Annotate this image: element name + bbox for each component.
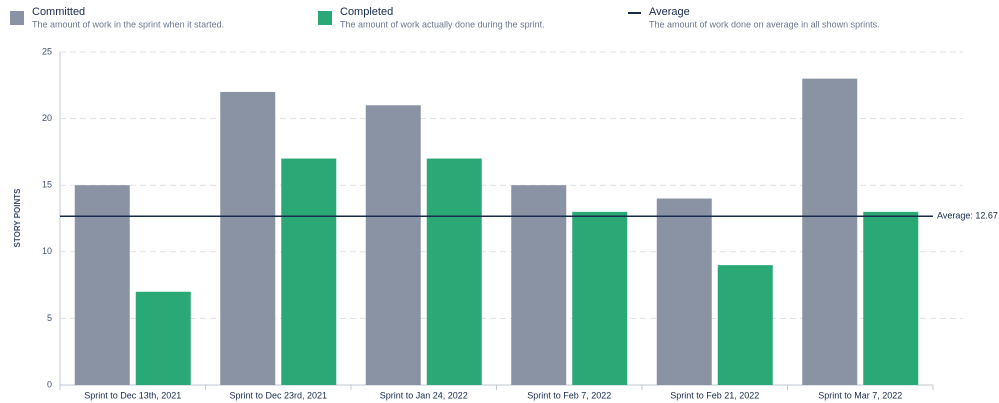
legend-label: Completed <box>340 6 393 18</box>
bar <box>426 158 482 385</box>
legend-description: The amount of work actually done during … <box>340 19 545 29</box>
legend-description: The amount of work in the sprint when it… <box>32 19 224 29</box>
x-tick-label: Sprint to Dec 23rd, 2021 <box>229 390 327 400</box>
bar <box>220 91 276 386</box>
bar <box>802 78 858 385</box>
y-tick-label: 25 <box>42 46 52 56</box>
legend-label: Average <box>649 6 690 18</box>
x-tick-label: Sprint to Dec 13th, 2021 <box>84 390 181 400</box>
bar <box>135 291 191 385</box>
x-tick-label: Sprint to Mar 7, 2022 <box>818 390 902 400</box>
bar <box>863 211 919 385</box>
bar <box>281 158 337 385</box>
y-tick-label: 20 <box>42 113 52 123</box>
bar <box>365 105 421 385</box>
y-tick-label: 10 <box>42 246 52 256</box>
legend-swatch <box>10 11 24 25</box>
x-tick-label: Sprint to Feb 7, 2022 <box>527 390 611 400</box>
x-tick-label: Sprint to Feb 21, 2022 <box>670 390 759 400</box>
legend-description: The amount of work done on average in al… <box>649 19 880 29</box>
bar <box>656 198 712 385</box>
y-tick-label: 15 <box>42 180 52 190</box>
legend-label: Committed <box>32 6 85 18</box>
legend-swatch <box>318 11 332 25</box>
y-tick-label: 5 <box>47 313 52 323</box>
average-label: Average: 12.67 <box>937 211 998 221</box>
bar <box>74 185 130 385</box>
bar <box>572 211 628 385</box>
bar <box>717 265 773 385</box>
y-tick-label: 0 <box>47 379 52 389</box>
x-tick-label: Sprint to Jan 24, 2022 <box>380 390 468 400</box>
bar <box>511 185 567 385</box>
y-axis-title: STORY POINTS <box>13 188 22 248</box>
